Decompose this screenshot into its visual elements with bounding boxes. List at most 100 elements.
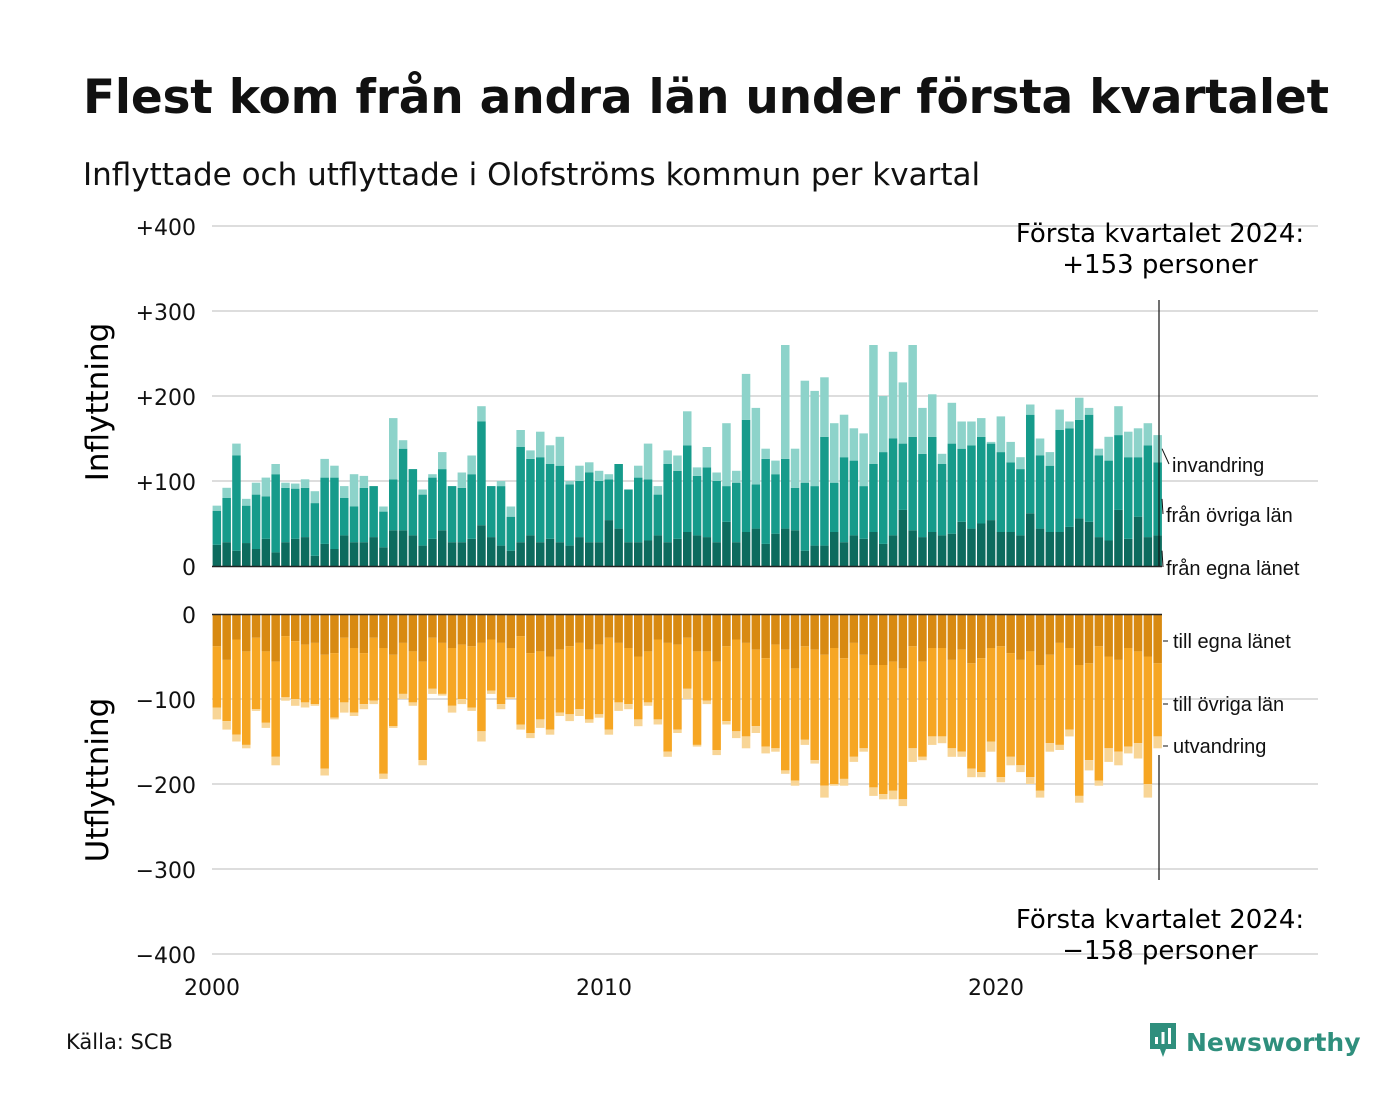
x-axis-ticks: 2000 2010 2020 bbox=[184, 976, 1024, 1001]
bar-till-ovriga-lan bbox=[751, 649, 761, 727]
bar-till-egna-lanet bbox=[702, 614, 712, 652]
bar-invandring bbox=[1084, 407, 1094, 415]
bar-till-egna-lanet bbox=[1045, 614, 1055, 655]
bar-invandring bbox=[634, 465, 643, 478]
bar-fran-ovriga-lan bbox=[536, 457, 545, 543]
bar-fran-egna-lanet bbox=[516, 542, 525, 566]
bar-utvandring bbox=[624, 704, 633, 710]
bar-fran-egna-lanet bbox=[614, 528, 623, 566]
bar-utvandring bbox=[330, 717, 339, 720]
utflyttning-bars bbox=[212, 614, 1162, 807]
bar-till-egna-lanet bbox=[977, 614, 986, 659]
bar-fran-ovriga-lan bbox=[398, 448, 408, 531]
bar-fran-ovriga-lan bbox=[996, 452, 1006, 532]
bar-invandring bbox=[477, 406, 486, 422]
bar-fran-egna-lanet bbox=[545, 538, 555, 566]
bar-fran-ovriga-lan bbox=[575, 481, 584, 538]
bar-invandring bbox=[310, 491, 320, 504]
bar-till-ovriga-lan bbox=[594, 644, 604, 715]
bar-invandring bbox=[790, 448, 800, 488]
bar-utvandring bbox=[849, 756, 859, 762]
bar-utvandring bbox=[428, 688, 437, 694]
bar-fran-egna-lanet bbox=[438, 530, 447, 566]
bar-till-egna-lanet bbox=[1153, 614, 1162, 664]
bar-till-ovriga-lan bbox=[1055, 642, 1064, 745]
bar-till-egna-lanet bbox=[1084, 614, 1094, 664]
bar-invandring bbox=[928, 394, 937, 437]
bar-till-ovriga-lan bbox=[300, 644, 310, 703]
bar-invandring bbox=[585, 462, 594, 473]
bar-fran-ovriga-lan bbox=[359, 487, 369, 543]
y-tick-label: 0 bbox=[182, 556, 196, 581]
bar-fran-egna-lanet bbox=[467, 538, 476, 566]
bar-till-egna-lanet bbox=[536, 614, 545, 652]
bar-till-ovriga-lan bbox=[771, 644, 780, 749]
brand-logo[interactable]: Newsworthy bbox=[1148, 1022, 1361, 1062]
bar-till-egna-lanet bbox=[438, 614, 447, 643]
bar-fran-ovriga-lan bbox=[859, 486, 868, 539]
bar-invandring bbox=[565, 481, 574, 485]
bar-till-ovriga-lan bbox=[1124, 648, 1133, 747]
bar-till-egna-lanet bbox=[1035, 614, 1045, 665]
utflyttning-y-ticks: 0 −100 −200 −300 −400 bbox=[136, 604, 196, 969]
bar-till-ovriga-lan bbox=[1026, 651, 1035, 778]
bar-till-egna-lanet bbox=[457, 614, 467, 645]
bar-fran-ovriga-lan bbox=[928, 436, 937, 532]
bar-invandring bbox=[986, 441, 996, 444]
bar-invandring bbox=[1153, 435, 1162, 463]
bar-fran-ovriga-lan bbox=[820, 436, 829, 546]
bar-fran-ovriga-lan bbox=[545, 464, 555, 539]
bar-utvandring bbox=[928, 736, 937, 745]
inflyttning-panel: 0 +100 +200 +300 +400 Inflyttning Första kva… bbox=[80, 216, 1318, 581]
bar-fran-egna-lanet bbox=[849, 535, 859, 566]
bar-invandring bbox=[1055, 409, 1064, 430]
bar-till-ovriga-lan bbox=[1084, 663, 1094, 761]
bar-utvandring bbox=[898, 799, 908, 807]
series-label-till-egna-lanet: till egna länet bbox=[1173, 631, 1291, 653]
bar-invandring bbox=[349, 474, 359, 507]
bar-fran-egna-lanet bbox=[839, 542, 849, 566]
bar-till-ovriga-lan bbox=[624, 648, 633, 705]
bar-fran-egna-lanet bbox=[918, 537, 927, 566]
bar-till-egna-lanet bbox=[741, 614, 751, 643]
bar-till-ovriga-lan bbox=[1153, 663, 1162, 737]
bar-utvandring bbox=[496, 704, 506, 710]
bar-utvandring bbox=[986, 741, 996, 752]
bar-utvandring bbox=[732, 731, 741, 739]
y-tick-label: +100 bbox=[136, 471, 196, 496]
bar-till-egna-lanet bbox=[242, 614, 251, 652]
bar-till-egna-lanet bbox=[1055, 614, 1064, 643]
bar-utvandring bbox=[859, 748, 868, 752]
bar-till-egna-lanet bbox=[379, 614, 388, 648]
bar-till-egna-lanet bbox=[722, 614, 731, 647]
bar-invandring bbox=[516, 430, 525, 447]
bar-fran-egna-lanet bbox=[487, 537, 496, 566]
bar-fran-ovriga-lan bbox=[653, 494, 663, 536]
bar-fran-ovriga-lan bbox=[389, 479, 398, 531]
bar-fran-egna-lanet bbox=[663, 542, 672, 566]
bar-till-ovriga-lan bbox=[359, 653, 369, 705]
bar-till-ovriga-lan bbox=[977, 658, 986, 773]
bar-till-ovriga-lan bbox=[242, 651, 251, 745]
bar-fran-ovriga-lan bbox=[986, 443, 996, 521]
bar-till-egna-lanet bbox=[888, 614, 898, 662]
bar-till-egna-lanet bbox=[1114, 614, 1123, 660]
bar-fran-egna-lanet bbox=[457, 542, 467, 566]
bar-utvandring bbox=[467, 707, 476, 711]
bar-invandring bbox=[506, 506, 516, 517]
bar-till-ovriga-lan bbox=[467, 646, 476, 708]
bar-till-ovriga-lan bbox=[702, 651, 712, 701]
bar-invandring bbox=[918, 407, 927, 454]
bar-utvandring bbox=[585, 719, 594, 723]
bar-fran-ovriga-lan bbox=[428, 477, 437, 539]
bar-till-egna-lanet bbox=[281, 614, 290, 637]
bar-fran-ovriga-lan bbox=[300, 487, 310, 538]
bar-invandring bbox=[212, 505, 222, 511]
bar-till-ovriga-lan bbox=[1045, 654, 1055, 744]
bar-till-ovriga-lan bbox=[1104, 656, 1113, 749]
bar-till-ovriga-lan bbox=[261, 651, 271, 723]
bar-utvandring bbox=[300, 702, 310, 708]
bar-fran-egna-lanet bbox=[398, 530, 408, 566]
bar-invandring bbox=[1143, 423, 1153, 446]
bar-fran-ovriga-lan bbox=[594, 481, 604, 543]
